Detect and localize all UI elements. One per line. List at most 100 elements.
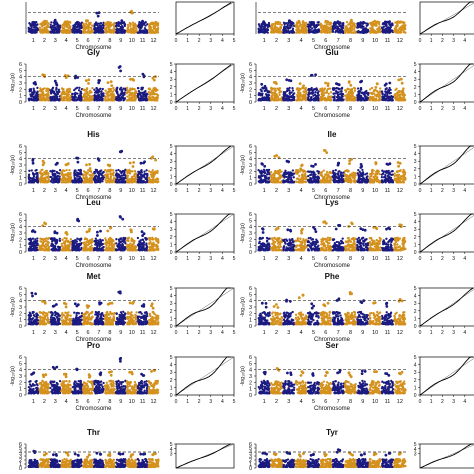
- snp-point: [141, 88, 144, 91]
- y-tick-label: 1: [19, 176, 22, 182]
- y-tick-label: 3: [19, 81, 22, 87]
- qq-y-tick-label: 2: [170, 85, 173, 91]
- snp-point: [58, 24, 61, 27]
- snp-peak-point: [53, 19, 57, 23]
- snp-point: [112, 169, 115, 172]
- snp-peak-point: [55, 83, 59, 87]
- qq-x-tick-label: 4: [463, 106, 466, 112]
- x-tick-label: 2: [43, 106, 46, 112]
- snp-point: [336, 94, 340, 98]
- snp-point: [291, 174, 294, 177]
- snp-point: [126, 88, 129, 92]
- snp-point: [328, 87, 332, 90]
- snp-point: [307, 91, 311, 94]
- snp-point: [337, 91, 340, 94]
- snp-peak-point: [276, 21, 280, 24]
- snp-point: [122, 180, 126, 184]
- snp-peak-point: [311, 23, 314, 26]
- y-tick-label: 6: [249, 144, 252, 150]
- snp-point: [84, 31, 88, 34]
- snp-point: [337, 31, 340, 34]
- snp-peak-point: [383, 83, 387, 87]
- snp-point: [377, 30, 381, 33]
- snp-point: [303, 90, 306, 94]
- snp-point: [301, 175, 304, 179]
- snp-peak-point: [41, 163, 45, 167]
- y-tick-label: 6: [19, 144, 22, 150]
- snp-point: [151, 31, 154, 34]
- qq-observed-line: [419, 1, 474, 35]
- snp-point: [71, 30, 74, 34]
- snp-peak-point: [76, 156, 80, 160]
- snp-point: [144, 99, 147, 102]
- snp-point: [295, 177, 299, 180]
- snp-point: [345, 98, 349, 101]
- snp-point: [317, 29, 320, 32]
- snp-point: [41, 93, 45, 96]
- snp-point: [334, 89, 338, 93]
- snp-point: [113, 88, 116, 92]
- snp-point: [319, 22, 322, 25]
- snp-point: [49, 89, 52, 92]
- chromosome-8-points: [104, 80, 116, 102]
- snp-peak-point: [338, 21, 342, 25]
- snp-point: [96, 175, 99, 179]
- snp-point: [115, 169, 118, 172]
- snp-point: [349, 25, 352, 28]
- x-tick-label: 7: [97, 38, 100, 44]
- snp-point: [328, 31, 331, 34]
- x-tick-label: 10: [129, 38, 135, 44]
- snp-point: [121, 96, 125, 99]
- x-tick-label: 2: [43, 38, 46, 44]
- snp-point: [290, 178, 293, 181]
- chromosome-7-points: [92, 157, 105, 184]
- snp-point: [100, 29, 103, 32]
- snp-peak-point: [359, 21, 363, 24]
- snp-point: [297, 99, 301, 102]
- snp-point: [275, 179, 278, 182]
- x-tick-label: 5: [76, 38, 79, 44]
- snp-point: [387, 89, 391, 92]
- snp-point: [64, 96, 68, 99]
- chromosome-4-points: [294, 163, 308, 184]
- snp-point: [152, 171, 156, 174]
- snp-point: [147, 170, 151, 173]
- snp-point: [65, 89, 69, 92]
- x-tick-label: 12: [150, 188, 156, 194]
- snp-point: [363, 92, 366, 96]
- snp-point: [143, 91, 146, 94]
- snp-peak-point: [132, 78, 136, 82]
- snp-point: [282, 96, 285, 99]
- snp-peak-point: [374, 86, 378, 89]
- snp-point: [266, 181, 269, 184]
- snp-point: [397, 30, 400, 34]
- snp-point: [62, 95, 66, 99]
- snp-point: [314, 91, 317, 94]
- x-tick-label: 1: [263, 106, 266, 112]
- snp-point: [350, 31, 353, 34]
- snp-point: [33, 26, 37, 29]
- snp-point: [319, 31, 323, 34]
- x-tick-label: 11: [140, 106, 146, 112]
- snp-point: [385, 97, 388, 100]
- snp-point: [115, 21, 118, 25]
- qq-x-tick-label: 3: [209, 188, 212, 194]
- chromosome-9-points: [114, 65, 127, 102]
- snp-point: [29, 93, 32, 96]
- snp-point: [329, 22, 333, 25]
- snp-point: [307, 29, 310, 32]
- snp-peak-point: [32, 21, 35, 25]
- qq-x-tick-label: 4: [221, 106, 224, 112]
- snp-point: [388, 23, 391, 26]
- snp-point: [334, 21, 337, 24]
- qq-x-tick-label: 0: [419, 38, 422, 44]
- qq-x-tick-label: 0: [175, 188, 178, 194]
- y-tick-label: 4: [249, 157, 252, 163]
- snp-peak-point: [128, 161, 132, 165]
- snp-point: [267, 99, 271, 102]
- x-tick-label: 12: [150, 38, 156, 44]
- snp-point: [304, 170, 307, 173]
- snp-point: [60, 178, 63, 182]
- x-tick-label: 7: [337, 106, 340, 112]
- snp-point: [260, 89, 263, 93]
